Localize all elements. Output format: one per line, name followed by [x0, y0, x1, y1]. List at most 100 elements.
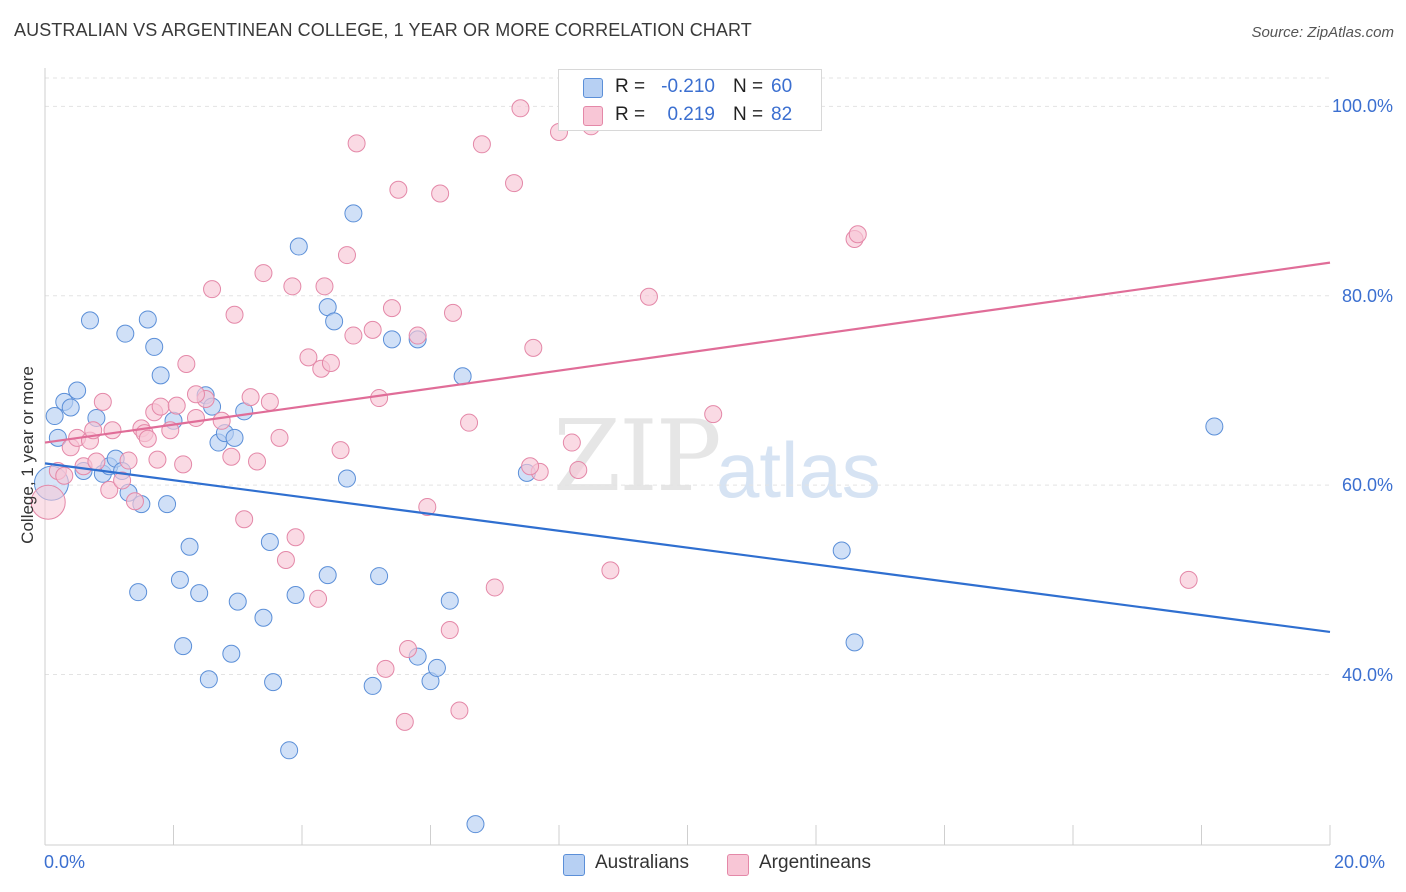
argentinean-point	[382, 299, 401, 318]
argentinean-point	[399, 639, 418, 658]
argentineans-trend-line	[44, 261, 1331, 444]
argentinean-point	[1179, 570, 1198, 589]
australian-point	[260, 532, 279, 551]
australian-point	[280, 741, 299, 760]
stats-legend: R = -0.210 N = 60 R = 0.219 N = 82	[558, 69, 822, 131]
australian-point	[68, 381, 87, 400]
argentinean-point	[100, 480, 119, 499]
australian-point	[45, 407, 64, 426]
x-tick-label-min: 0.0%	[44, 852, 86, 872]
australian-point	[151, 366, 170, 385]
source-label: Source: ZipAtlas.com	[1251, 24, 1394, 41]
australian-point	[845, 633, 864, 652]
australian-point	[170, 570, 189, 589]
series-legend: Australians Argentineans	[0, 852, 1406, 878]
argentinean-point	[222, 447, 241, 466]
australian-point	[158, 495, 177, 514]
argentinean-point	[601, 561, 620, 580]
legend-n-label: N =	[733, 104, 764, 125]
australian-point	[222, 644, 241, 663]
y-tick-label: 40.0%	[1341, 664, 1393, 685]
argentinean-point	[363, 320, 382, 339]
argentinean-point	[309, 589, 328, 608]
australians-trend-line	[44, 462, 1331, 634]
argentineans-legend-swatch	[727, 854, 749, 876]
australians-legend-swatch	[563, 854, 585, 876]
argentinean-point	[93, 392, 112, 411]
australian-point	[344, 204, 363, 223]
argentinean-point	[87, 452, 106, 471]
argentinean-point	[376, 659, 395, 678]
legend-row-argentineans: R = 0.219 N = 82	[559, 101, 821, 129]
australian-point	[254, 608, 273, 627]
australian-point	[466, 815, 485, 834]
australians-swatch	[583, 78, 603, 98]
legend-row-australians: R = -0.210 N = 60	[559, 73, 821, 101]
y-tick-label: 60.0%	[1341, 475, 1393, 496]
argentinean-point	[440, 621, 459, 640]
legend-r-value: 0.219	[667, 104, 715, 125]
argentinean-point	[212, 411, 231, 430]
argentinean-point	[248, 452, 267, 471]
argentinean-point	[521, 457, 540, 476]
legend-r-value: -0.210	[661, 76, 715, 97]
argentinean-point	[321, 354, 340, 373]
argentinean-point	[389, 180, 408, 199]
australians-legend-label: Australians	[595, 852, 689, 873]
axes	[44, 68, 1331, 846]
australian-point	[80, 311, 99, 330]
argentinean-point	[460, 413, 479, 432]
argentinean-point	[450, 701, 469, 720]
australian-point	[440, 591, 459, 610]
argentinean-point	[485, 578, 504, 597]
x-tick-label-max: 20.0%	[1334, 852, 1386, 872]
argentineans-points	[30, 99, 1198, 731]
argentinean-point	[186, 408, 205, 427]
argentinean-point	[138, 429, 157, 448]
argentinean-point	[431, 184, 450, 203]
argentinean-point	[151, 397, 170, 416]
argentinean-point	[505, 174, 524, 193]
argentinean-point	[562, 433, 581, 452]
argentinean-point	[225, 305, 244, 324]
australian-point	[228, 592, 247, 611]
argentinean-point	[299, 348, 318, 367]
argentinean-point	[174, 455, 193, 474]
australian-point	[199, 670, 218, 689]
legend-n-label: N =	[733, 76, 764, 97]
argentinean-point	[260, 392, 279, 411]
argentinean-point	[30, 484, 66, 520]
argentinean-point	[344, 326, 363, 345]
argentinean-point	[125, 492, 144, 511]
argentinean-point	[443, 303, 462, 322]
argentinean-point	[418, 497, 437, 516]
australian-point	[174, 637, 193, 656]
australian-point	[289, 237, 308, 256]
australian-point	[116, 324, 135, 343]
argentinean-point	[569, 461, 588, 480]
argentinean-point	[103, 421, 122, 440]
watermark-atlas: atlas	[716, 426, 881, 514]
argentinean-point	[270, 428, 289, 447]
australian-point	[1205, 417, 1224, 436]
argentinean-point	[331, 441, 350, 460]
argentinean-point	[472, 135, 491, 154]
legend-n-value: 82	[771, 104, 793, 125]
y-tick-label: 80.0%	[1341, 285, 1393, 306]
australian-point	[382, 330, 401, 349]
australian-point	[180, 537, 199, 556]
legend-r-label: R =	[615, 76, 646, 97]
argentinean-point	[283, 277, 302, 296]
argentinean-point	[286, 528, 305, 547]
australian-point	[138, 310, 157, 329]
argentinean-point	[113, 471, 132, 490]
argentinean-point	[148, 450, 167, 469]
australian-point	[61, 398, 80, 417]
argentinean-point	[203, 280, 222, 299]
australian-point	[363, 676, 382, 695]
argentinean-point	[177, 354, 196, 373]
argentinean-point	[119, 451, 138, 470]
argentinean-point	[395, 712, 414, 731]
argentinean-point	[186, 385, 205, 404]
argentinean-point	[524, 338, 543, 357]
